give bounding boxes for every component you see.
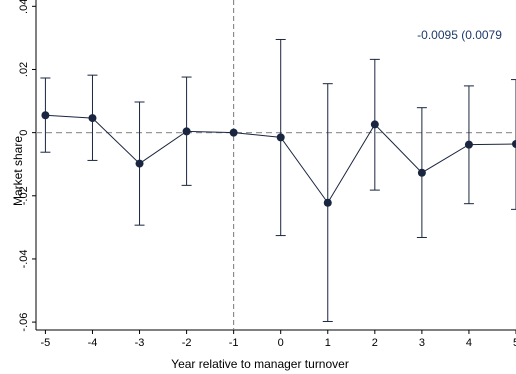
data-point [464,140,473,149]
x-tick-label: 4 [466,337,472,349]
data-point [229,128,238,137]
x-tick-label: 5 [513,337,516,349]
x-tick-label: -5 [41,337,51,349]
x-tick-label: -4 [88,337,98,349]
data-point [88,114,97,123]
y-tick-label: -.06 [18,313,30,332]
y-tick-label: -.04 [18,249,30,268]
x-tick-label: -1 [229,337,239,349]
y-axis-title: Market share [11,136,25,206]
data-point [323,198,332,207]
y-tick-label: 0 [18,130,30,136]
data-point [135,159,144,168]
coefficient-annotation: -0.0095 (0.0079 [417,28,502,42]
data-point [417,168,426,177]
x-axis-title: Year relative to manager turnover [171,357,349,371]
x-tick-label: 2 [372,337,378,349]
data-point [182,127,191,136]
x-tick-label: 3 [419,337,425,349]
x-tick-label: 1 [325,337,331,349]
data-point [41,111,50,120]
y-tick-label: -.02 [18,186,30,205]
data-point [370,120,379,129]
x-tick-label: -2 [182,337,192,349]
plot-layer: -.06 -.04 -.02 0 .02 .04 -5 -4 -3 -2 -1 0 1 2 3 4 5 -0.00… [18,0,516,349]
y-tick-label: .04 [18,0,30,14]
data-point [276,133,285,142]
y-tick-label: .02 [18,62,30,77]
x-tick-label: 0 [278,337,284,349]
data-point [512,140,516,148]
x-tick-label: -3 [135,337,145,349]
